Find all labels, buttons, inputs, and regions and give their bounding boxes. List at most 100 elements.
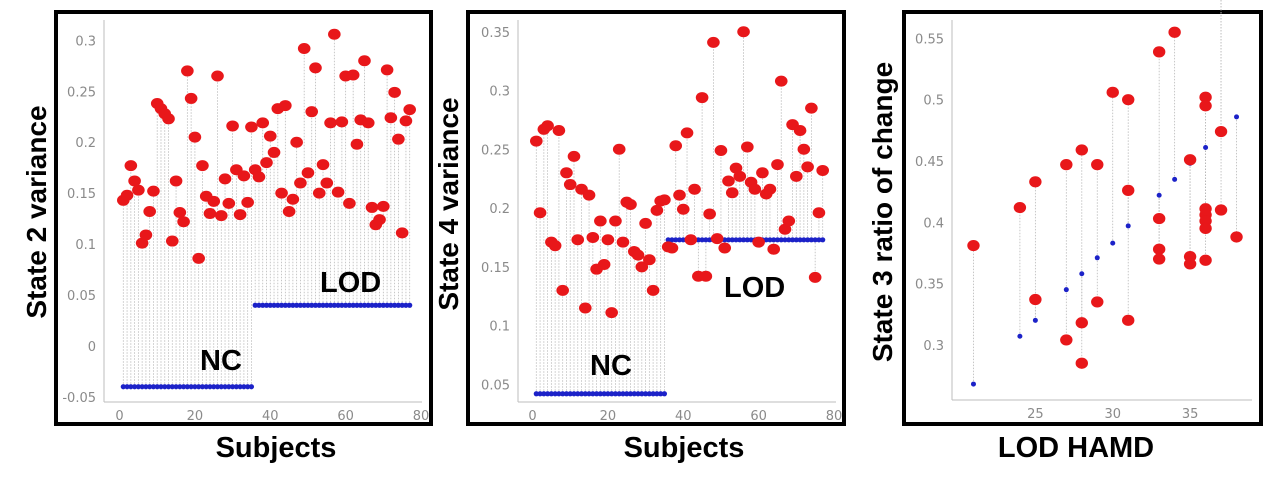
data-point bbox=[793, 124, 807, 136]
data-point bbox=[120, 189, 134, 201]
data-point bbox=[1152, 46, 1166, 58]
baseline-point bbox=[601, 391, 607, 397]
baseline-point bbox=[184, 384, 190, 390]
baseline-point bbox=[616, 391, 622, 397]
data-point bbox=[1075, 317, 1088, 329]
data-point bbox=[676, 203, 690, 215]
data-point bbox=[1060, 159, 1073, 171]
baseline-point bbox=[233, 384, 239, 390]
baseline-point bbox=[575, 391, 581, 397]
baseline-point bbox=[695, 237, 701, 243]
baseline-point bbox=[578, 391, 585, 397]
data-point bbox=[680, 127, 694, 139]
fit-point bbox=[970, 381, 976, 387]
data-point bbox=[203, 208, 217, 220]
x-tick-label: 0 bbox=[528, 409, 536, 424]
baseline-point bbox=[533, 391, 539, 397]
panel-frame bbox=[466, 10, 846, 426]
data-point bbox=[181, 65, 194, 77]
data-point bbox=[1199, 254, 1212, 266]
y-tick-label: 0.1 bbox=[75, 238, 96, 253]
data-point bbox=[350, 138, 364, 150]
data-point bbox=[790, 170, 803, 182]
baseline-point bbox=[135, 384, 141, 390]
data-point bbox=[335, 116, 349, 128]
baseline-point bbox=[297, 302, 304, 308]
data-point bbox=[297, 43, 311, 55]
baseline-point bbox=[567, 391, 573, 397]
data-point bbox=[207, 195, 221, 207]
baseline-point bbox=[320, 302, 326, 308]
data-point bbox=[722, 175, 735, 187]
baseline-point bbox=[639, 391, 645, 397]
y-axis-label: State 3 ratio of change bbox=[867, 62, 898, 362]
baseline-point bbox=[305, 302, 311, 308]
x-tick-label: 25 bbox=[1027, 407, 1044, 422]
data-point bbox=[541, 120, 554, 132]
data-point bbox=[767, 243, 781, 255]
baseline-point bbox=[729, 237, 735, 243]
data-point bbox=[714, 144, 728, 156]
x-axis-label: Subjects bbox=[216, 432, 337, 464]
fit-point bbox=[1094, 255, 1100, 261]
baseline-point bbox=[361, 302, 368, 308]
data-point bbox=[548, 240, 562, 252]
data-point bbox=[241, 196, 254, 208]
baseline-point bbox=[241, 384, 247, 390]
data-point bbox=[343, 197, 356, 209]
data-point bbox=[650, 204, 664, 216]
y-tick-label: 0.25 bbox=[67, 85, 96, 100]
baseline-point bbox=[237, 384, 243, 390]
baseline-point bbox=[605, 391, 611, 397]
baseline-point bbox=[214, 384, 221, 390]
baseline-point bbox=[771, 237, 777, 243]
baseline-point bbox=[737, 237, 743, 243]
baseline-point bbox=[143, 384, 149, 390]
data-point bbox=[752, 236, 765, 248]
panel-state3-ratio: 0.3 0.35 0.4 0.45 0.5 0.55 25 30 35 State 3 rati… bbox=[867, 0, 1263, 464]
fit-point bbox=[1017, 333, 1023, 339]
baseline-point bbox=[203, 384, 209, 390]
data-point bbox=[377, 200, 390, 212]
data-point bbox=[707, 36, 720, 48]
y-tick-label: 0.55 bbox=[915, 32, 944, 47]
baseline-point bbox=[642, 391, 649, 397]
fit-point bbox=[1079, 271, 1085, 277]
data-point bbox=[1214, 204, 1228, 216]
data-point bbox=[737, 26, 750, 38]
data-point bbox=[128, 175, 141, 187]
data-point bbox=[1091, 159, 1104, 171]
baseline-point bbox=[703, 237, 709, 243]
baseline-point bbox=[312, 302, 319, 308]
baseline-point bbox=[782, 237, 788, 243]
data-point bbox=[267, 146, 281, 158]
baseline-point bbox=[808, 237, 814, 243]
y-tick-label: 0.3 bbox=[489, 85, 510, 100]
data-point bbox=[718, 242, 732, 254]
y-tick-label: 0.3 bbox=[923, 339, 944, 354]
data-point bbox=[597, 258, 611, 270]
data-point bbox=[1091, 296, 1104, 308]
data-point bbox=[563, 179, 577, 191]
data-point bbox=[669, 140, 683, 152]
data-point bbox=[1214, 125, 1228, 138]
baseline-point bbox=[680, 237, 686, 243]
data-point bbox=[1183, 154, 1197, 166]
data-point bbox=[673, 189, 686, 201]
data-point bbox=[233, 209, 247, 221]
data-point bbox=[331, 186, 345, 198]
data-point bbox=[184, 92, 198, 104]
data-point bbox=[1168, 26, 1181, 38]
y-tick-label: 0.15 bbox=[67, 187, 96, 202]
x-tick-label: 80 bbox=[826, 409, 843, 424]
baseline-point bbox=[537, 391, 543, 397]
baseline-point bbox=[147, 384, 153, 390]
data-point bbox=[177, 216, 190, 228]
data-point bbox=[643, 254, 656, 266]
data-point bbox=[725, 187, 739, 199]
baseline-point bbox=[654, 391, 660, 397]
panel-state4-variance: 0.05 0.1 0.15 0.2 0.25 0.3 0.35 0 20 40 60 80 NC LO… bbox=[433, 10, 846, 464]
baseline-point bbox=[767, 237, 773, 243]
baseline-point bbox=[275, 302, 281, 308]
x-tick-label: 20 bbox=[187, 409, 204, 424]
